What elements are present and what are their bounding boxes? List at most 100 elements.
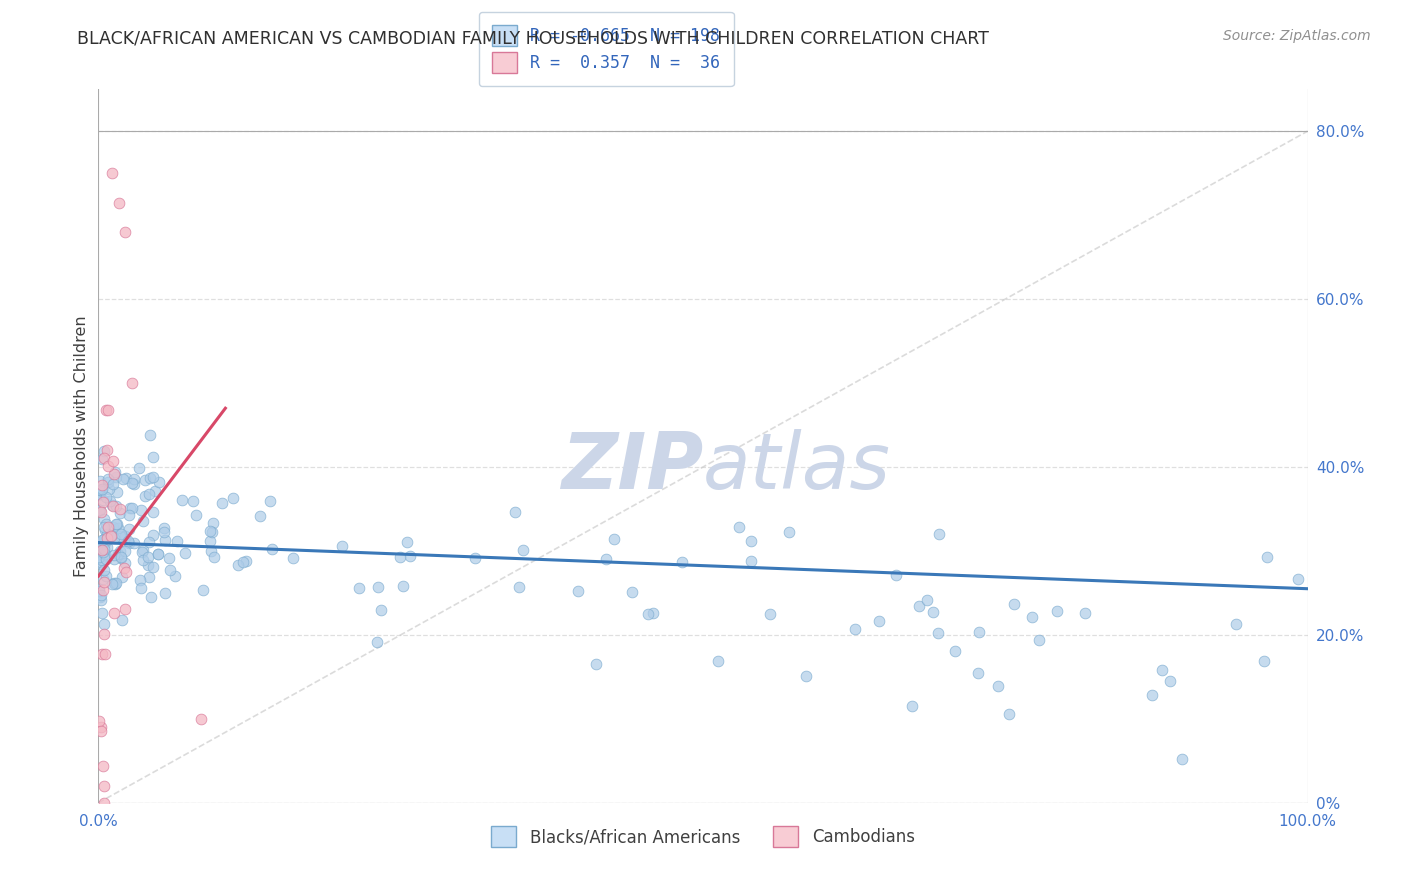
Text: Source: ZipAtlas.com: Source: ZipAtlas.com: [1223, 29, 1371, 44]
Point: [153, 533, 176, 548]
Point: [89, 474, 111, 488]
Point: [93, 779, 115, 793]
Text: ZIP: ZIP: [561, 429, 703, 506]
Point: [281, 551, 304, 566]
Point: [103, 467, 125, 482]
Point: [122, 535, 145, 549]
Point: [91, 543, 114, 558]
Point: [128, 573, 150, 587]
Point: [198, 533, 221, 548]
Point: [138, 487, 160, 501]
Point: [259, 493, 281, 508]
Point: [90, 557, 112, 571]
Point: [114, 556, 136, 570]
Point: [163, 569, 186, 583]
Point: [87, 550, 110, 565]
Point: [89, 487, 111, 501]
Point: [740, 533, 762, 548]
Point: [112, 561, 135, 575]
Point: [132, 553, 155, 567]
Point: [107, 195, 129, 210]
Point: [997, 706, 1019, 721]
Point: [121, 476, 143, 491]
Point: [93, 564, 115, 578]
Point: [728, 519, 751, 533]
Point: [143, 483, 166, 498]
Point: [103, 576, 125, 591]
Point: [1170, 752, 1192, 766]
Point: [943, 644, 966, 658]
Point: [1021, 610, 1043, 624]
Point: [90, 540, 112, 554]
Point: [105, 516, 128, 531]
Point: [603, 532, 626, 546]
Point: [707, 654, 730, 668]
Point: [388, 549, 411, 564]
Point: [111, 613, 134, 627]
Point: [91, 545, 114, 559]
Point: [93, 541, 115, 556]
Point: [114, 529, 136, 543]
Point: [104, 465, 127, 479]
Point: [94, 552, 117, 566]
Point: [152, 525, 174, 540]
Point: [93, 451, 115, 466]
Point: [1286, 572, 1309, 586]
Point: [1253, 654, 1275, 668]
Point: [97, 520, 120, 534]
Point: [87, 582, 110, 596]
Point: [796, 668, 818, 682]
Point: [1225, 617, 1247, 632]
Point: [1073, 606, 1095, 620]
Point: [917, 593, 939, 607]
Point: [93, 443, 115, 458]
Point: [94, 534, 117, 549]
Point: [93, 616, 115, 631]
Point: [155, 585, 177, 599]
Point: [122, 477, 145, 491]
Point: [90, 588, 112, 602]
Point: [108, 507, 131, 521]
Point: [93, 532, 115, 546]
Point: [966, 665, 988, 680]
Point: [118, 508, 141, 523]
Point: [103, 552, 125, 566]
Point: [222, 491, 245, 505]
Point: [90, 483, 112, 498]
Point: [157, 551, 180, 566]
Point: [1152, 663, 1174, 677]
Point: [226, 558, 249, 572]
Point: [884, 567, 907, 582]
Point: [395, 535, 418, 549]
Point: [330, 539, 353, 553]
Point: [104, 499, 127, 513]
Point: [91, 572, 114, 586]
Point: [142, 560, 165, 574]
Point: [90, 592, 112, 607]
Point: [108, 543, 131, 558]
Point: [105, 516, 128, 531]
Point: [142, 470, 165, 484]
Point: [134, 489, 156, 503]
Point: [595, 552, 617, 566]
Point: [89, 714, 111, 729]
Point: [87, 487, 110, 501]
Point: [927, 625, 949, 640]
Point: [1046, 604, 1069, 618]
Point: [103, 606, 125, 620]
Point: [121, 501, 143, 516]
Point: [91, 451, 114, 466]
Point: [100, 529, 122, 543]
Point: [93, 519, 115, 533]
Point: [778, 524, 800, 539]
Point: [202, 516, 225, 530]
Point: [200, 524, 222, 539]
Point: [90, 720, 112, 734]
Point: [464, 551, 486, 566]
Point: [366, 635, 388, 649]
Point: [567, 583, 589, 598]
Point: [868, 614, 890, 628]
Point: [200, 524, 222, 538]
Point: [987, 679, 1010, 693]
Point: [1028, 632, 1050, 647]
